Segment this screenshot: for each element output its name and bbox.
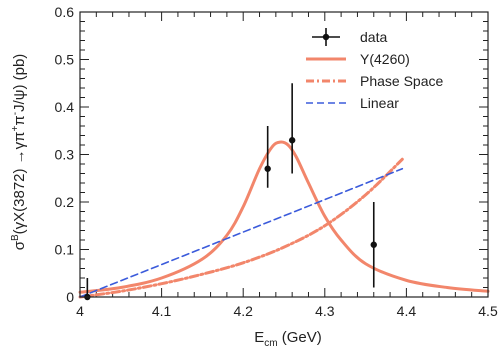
- legend-label: Phase Space: [360, 73, 443, 89]
- y-axis-title-sup2: +: [10, 125, 21, 131]
- series-curves: [78, 140, 490, 299]
- x-axis-title: Ecm (GeV): [254, 329, 322, 349]
- x-tick-label: 4.1: [152, 303, 172, 319]
- data-point: [264, 165, 271, 172]
- x-tick-label: 4.2: [233, 303, 253, 319]
- data-points: [84, 83, 377, 301]
- legend-label: data: [360, 29, 387, 45]
- plot-frame: [79, 11, 489, 298]
- y-tick-label: 0: [66, 289, 74, 305]
- series-line: [78, 140, 490, 294]
- y-axis-title-rest2: π: [11, 115, 28, 125]
- series-line: [79, 167, 404, 298]
- axis-ticks: 4 4.1 4.2 4.3 4.4 4.5 0 0.1 0.2 0.3 0.4 0.5 0.6: [55, 4, 498, 319]
- y-axis-title-sup: B: [10, 234, 21, 241]
- x-axis-title-main: E: [254, 329, 264, 346]
- x-tick-label: 4.5: [478, 303, 498, 319]
- y-axis-title-rest3: J/ψ) (pb): [11, 54, 28, 112]
- legend: data Y(4260) Phase Space Linear: [306, 28, 443, 111]
- x-tick-label: 4.3: [315, 303, 335, 319]
- y-tick-label: 0.4: [55, 99, 75, 115]
- data-point: [288, 137, 296, 144]
- x-axis-title-unit: (GeV): [278, 329, 322, 346]
- legend-label: Linear: [360, 95, 399, 111]
- y-tick-label: 0.3: [55, 147, 75, 163]
- legend-marker-point: [322, 33, 330, 41]
- y-axis-title-sup3: -: [10, 112, 21, 115]
- legend-label: Y(4260): [360, 51, 410, 67]
- y-axis-title-main: σ: [11, 240, 28, 250]
- data-point: [370, 241, 377, 248]
- y-tick-label: 0.6: [55, 4, 75, 20]
- x-tick-label: 4.4: [397, 303, 417, 319]
- y-tick-label: 0.1: [55, 242, 75, 258]
- y-tick-label: 0.2: [55, 194, 75, 210]
- x-axis-title-sub: cm: [264, 338, 277, 349]
- series-line: [78, 157, 404, 299]
- y-axis-title-rest: (γX(3872) →γπ: [11, 131, 28, 234]
- y-axis-title: σB(γX(3872) →γπ+π-J/ψ) (pb): [10, 54, 28, 251]
- x-tick-label: 4: [76, 303, 84, 319]
- y-tick-label: 0.5: [55, 52, 75, 68]
